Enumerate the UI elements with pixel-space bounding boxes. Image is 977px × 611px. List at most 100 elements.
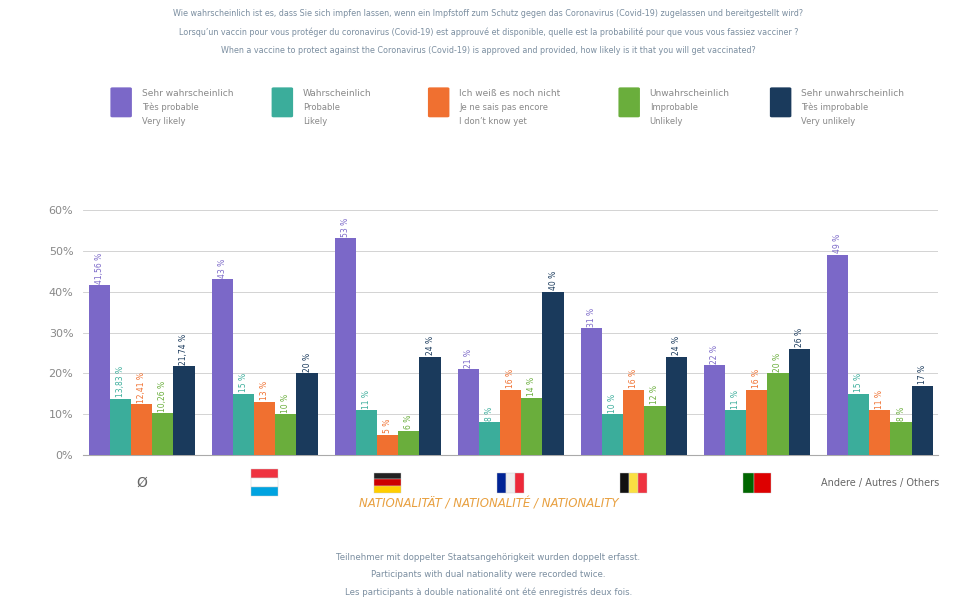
Bar xyxy=(276,414,296,455)
Bar xyxy=(374,479,402,486)
Text: Wahrscheinlich: Wahrscheinlich xyxy=(303,89,371,98)
Bar xyxy=(110,398,131,455)
Text: 10,26 %: 10,26 % xyxy=(158,381,167,412)
Bar xyxy=(620,473,629,492)
Bar xyxy=(788,349,810,455)
Bar xyxy=(458,369,479,455)
Text: Participants with dual nationality were recorded twice.: Participants with dual nationality were … xyxy=(371,570,606,579)
FancyBboxPatch shape xyxy=(110,87,132,117)
Text: 8 %: 8 % xyxy=(897,406,906,421)
FancyBboxPatch shape xyxy=(770,87,791,117)
Bar xyxy=(500,390,522,455)
FancyBboxPatch shape xyxy=(272,87,293,117)
Text: Sehr wahrscheinlich: Sehr wahrscheinlich xyxy=(142,89,234,98)
Bar xyxy=(296,373,318,455)
Bar xyxy=(173,366,194,455)
Text: Les participants à double nationalité ont été enregistrés deux fois.: Les participants à double nationalité on… xyxy=(345,587,632,597)
Bar xyxy=(704,365,725,455)
Bar xyxy=(89,285,110,455)
FancyBboxPatch shape xyxy=(618,87,640,117)
Text: 14 %: 14 % xyxy=(528,377,536,397)
Bar xyxy=(212,279,233,455)
Text: Improbable: Improbable xyxy=(650,103,698,112)
Bar xyxy=(623,390,645,455)
Text: 6 %: 6 % xyxy=(404,415,413,429)
Bar xyxy=(374,473,402,479)
Text: Very likely: Very likely xyxy=(142,117,186,126)
Bar xyxy=(827,255,848,455)
Text: NATIONALITÄT / NATIONALITÉ / NATIONALITY: NATIONALITÄT / NATIONALITÉ / NATIONALITY xyxy=(359,497,618,511)
Text: Very unlikely: Very unlikely xyxy=(801,117,856,126)
Text: 10 %: 10 % xyxy=(608,393,617,412)
Bar xyxy=(515,473,525,492)
Text: Sehr unwahrscheinlich: Sehr unwahrscheinlich xyxy=(801,89,904,98)
Bar xyxy=(638,473,648,492)
Bar xyxy=(377,435,399,455)
Bar xyxy=(890,422,912,455)
Bar xyxy=(506,473,515,492)
Text: Likely: Likely xyxy=(303,117,327,126)
FancyBboxPatch shape xyxy=(428,87,449,117)
Text: 22 %: 22 % xyxy=(710,345,719,364)
Bar xyxy=(602,414,623,455)
Text: 11 %: 11 % xyxy=(875,390,884,409)
Text: 15 %: 15 % xyxy=(854,373,864,392)
Text: 16 %: 16 % xyxy=(506,369,515,388)
Bar xyxy=(522,398,542,455)
Text: Andere / Autres / Others: Andere / Autres / Others xyxy=(821,478,939,488)
Text: 43 %: 43 % xyxy=(218,258,227,277)
Bar xyxy=(665,357,687,455)
Text: 21,74 %: 21,74 % xyxy=(180,334,189,365)
Bar xyxy=(645,406,665,455)
Bar xyxy=(251,478,278,487)
Bar xyxy=(131,404,152,455)
Text: 16 %: 16 % xyxy=(629,369,638,388)
Text: 10 %: 10 % xyxy=(281,393,290,412)
Text: 11 %: 11 % xyxy=(731,390,741,409)
Bar xyxy=(251,469,278,478)
Bar xyxy=(629,473,638,492)
Bar xyxy=(581,329,602,455)
Bar xyxy=(233,394,254,455)
Text: Unwahrscheinlich: Unwahrscheinlich xyxy=(650,89,730,98)
Text: 12 %: 12 % xyxy=(651,386,659,404)
Bar xyxy=(754,473,771,492)
Text: 17 %: 17 % xyxy=(917,365,926,384)
Bar xyxy=(479,422,500,455)
Text: Unlikely: Unlikely xyxy=(650,117,683,126)
Bar xyxy=(374,486,402,492)
Text: 20 %: 20 % xyxy=(303,353,312,371)
Bar xyxy=(497,473,506,492)
Bar xyxy=(743,473,754,492)
Text: Très probable: Très probable xyxy=(142,103,198,112)
Bar xyxy=(356,410,377,455)
Text: Lorsqu’un vaccin pour vous protéger du coronavirus (Covid-19) est approuvé et di: Lorsqu’un vaccin pour vous protéger du c… xyxy=(179,27,798,37)
Bar xyxy=(254,402,276,455)
Bar xyxy=(542,291,564,455)
Text: 24 %: 24 % xyxy=(426,336,435,356)
Text: Wie wahrscheinlich ist es, dass Sie sich impfen lassen, wenn ein Impfstoff zum S: Wie wahrscheinlich ist es, dass Sie sich… xyxy=(174,9,803,18)
Text: 31 %: 31 % xyxy=(587,308,596,327)
Text: 21 %: 21 % xyxy=(464,349,473,368)
Text: 53 %: 53 % xyxy=(341,218,350,237)
Bar xyxy=(767,373,788,455)
Text: 12,41 %: 12,41 % xyxy=(137,372,147,403)
Text: 13,83 %: 13,83 % xyxy=(116,366,125,397)
Text: 40 %: 40 % xyxy=(548,271,558,290)
Text: 49 %: 49 % xyxy=(833,234,842,253)
Text: 16 %: 16 % xyxy=(752,369,761,388)
Text: 24 %: 24 % xyxy=(671,336,681,356)
Bar xyxy=(251,487,278,496)
Text: 20 %: 20 % xyxy=(774,353,783,371)
Text: Teilnehmer mit doppelter Staatsangehörigkeit wurden doppelt erfasst.: Teilnehmer mit doppelter Staatsangehörig… xyxy=(336,553,641,562)
Text: Je ne sais pas encore: Je ne sais pas encore xyxy=(459,103,548,112)
Bar xyxy=(152,413,173,455)
Bar xyxy=(848,394,870,455)
Bar xyxy=(912,386,933,455)
Text: 41,56 %: 41,56 % xyxy=(95,252,104,284)
Text: I don’t know yet: I don’t know yet xyxy=(459,117,527,126)
Bar xyxy=(725,410,746,455)
Bar xyxy=(335,238,356,455)
Bar xyxy=(870,410,890,455)
Text: Ich weiß es noch nicht: Ich weiß es noch nicht xyxy=(459,89,561,98)
